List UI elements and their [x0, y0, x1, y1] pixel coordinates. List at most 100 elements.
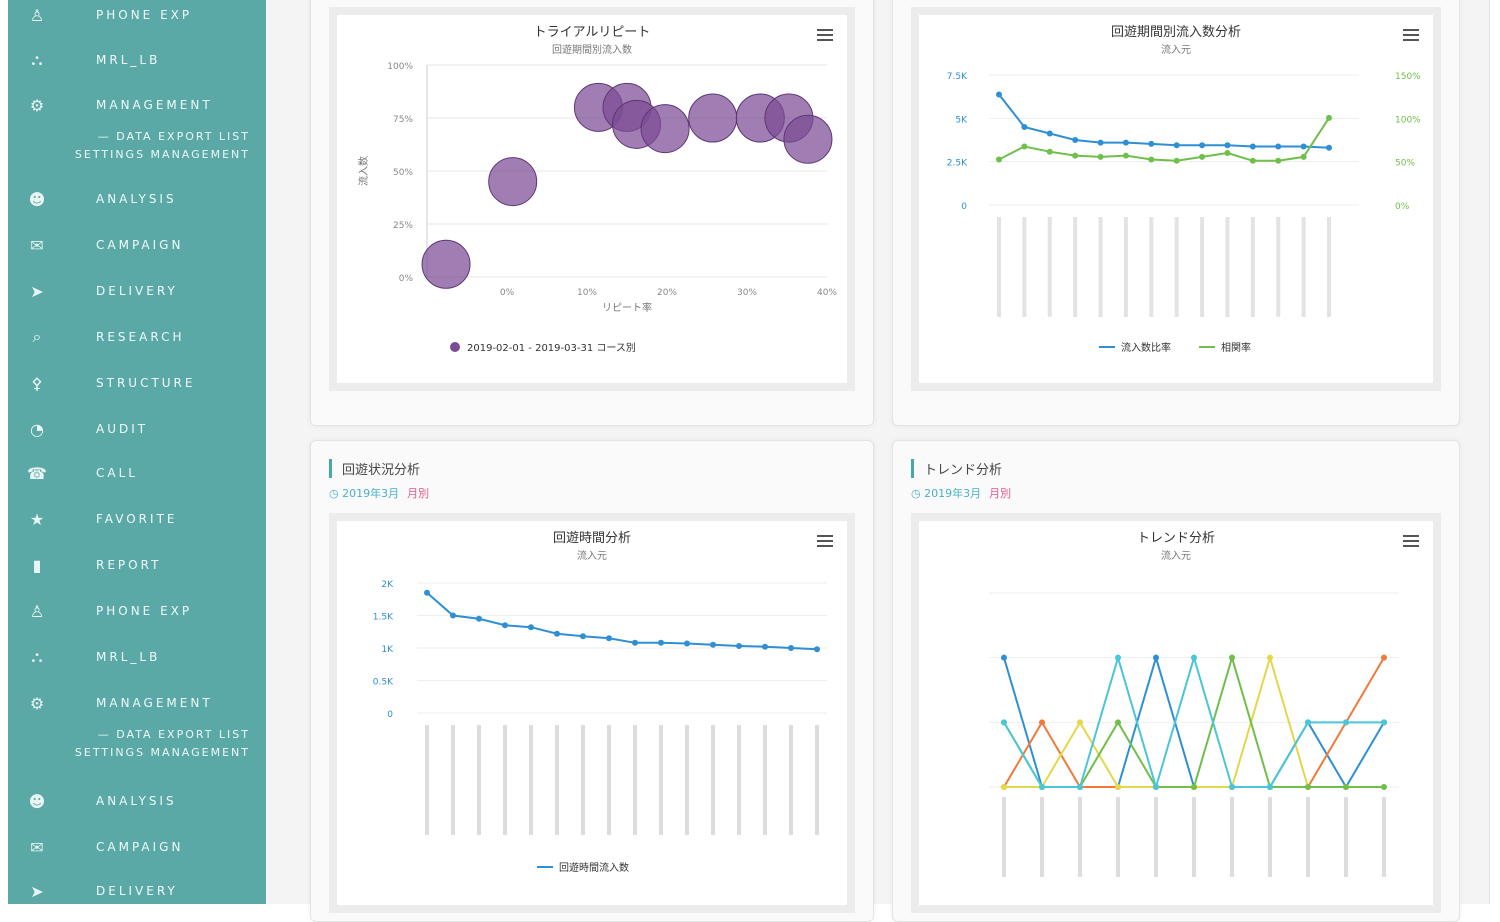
data-point	[1249, 143, 1256, 150]
tag-icon: ⚙	[29, 95, 45, 115]
bubble-point	[488, 157, 538, 207]
y-tick-label: 0.5K	[373, 678, 394, 688]
x-tick-label	[1382, 797, 1386, 877]
data-point	[1305, 784, 1311, 790]
network-icon: ⛬	[31, 50, 43, 69]
x-axis-label: リピート率	[602, 301, 652, 314]
sidebar-item[interactable]: ♙ PHONE EXP	[8, 596, 266, 626]
sidebar-item[interactable]: ★ FAVORITE	[8, 504, 266, 534]
data-point	[1305, 719, 1311, 726]
sidebar-item[interactable]: ▮ REPORT	[8, 550, 266, 580]
sidebar-item[interactable]: ⚴ STRUCTURE	[8, 368, 266, 398]
data-point	[1046, 148, 1053, 155]
x-tick-label	[1078, 797, 1082, 877]
y-tick-label: 1.5K	[373, 613, 394, 623]
chart-card-trend: トレンド分析 流入元	[911, 513, 1441, 913]
data-point	[606, 635, 612, 642]
sidebar-item[interactable]: ☻ ANALYSIS	[8, 786, 266, 816]
panel-title: 回遊状況分析	[329, 459, 420, 478]
sidebar-item-label: MRL_LB	[96, 650, 161, 664]
y-tick-label-right: 100%	[1395, 115, 1421, 125]
data-point	[632, 639, 638, 646]
x-tick-label	[1174, 217, 1179, 317]
window-frame-right	[1489, 0, 1500, 904]
send-icon: ➤	[30, 881, 44, 901]
chart-menu-icon[interactable]	[817, 29, 833, 41]
data-point	[1021, 143, 1028, 150]
x-tick-label: 0%	[500, 288, 515, 298]
data-point	[502, 622, 508, 629]
period-mode-link[interactable]: 月別	[407, 487, 430, 500]
chart-menu-icon[interactable]	[1403, 29, 1419, 41]
data-point	[1224, 142, 1231, 149]
data-point	[1173, 157, 1180, 164]
data-point	[1039, 719, 1045, 726]
chart-icon: ◔	[30, 419, 44, 439]
sidebar-item-label: CAMPAIGN	[96, 840, 184, 854]
sitemap-icon: ⚴	[31, 373, 43, 393]
data-point	[1343, 784, 1349, 790]
search-icon: ⌕	[32, 327, 42, 346]
x-tick-label	[1276, 217, 1281, 317]
data-point	[1148, 140, 1155, 147]
x-tick-label	[1149, 217, 1154, 317]
data-point	[1077, 719, 1083, 726]
sidebar-item[interactable]: ⌕ RESEARCH	[8, 322, 266, 352]
legend-label: 相関率	[1221, 341, 1251, 354]
x-tick-label	[1002, 797, 1006, 877]
sidebar-item-label: PHONE EXP	[96, 8, 193, 22]
data-point	[450, 612, 456, 619]
sidebar-item-label: MANAGEMENT	[96, 98, 213, 112]
series-line	[998, 117, 1330, 162]
sidebar-item-label: SETTINGS MANAGEMENT	[74, 148, 250, 161]
data-point	[1191, 784, 1197, 790]
sidebar-item-wrapped[interactable]: — DATA EXPORT LIST SETTINGS MANAGEMENT	[36, 128, 250, 164]
data-point	[1381, 784, 1387, 790]
sidebar-item-label: ANALYSIS	[96, 794, 177, 808]
sidebar-item-label: PHONE EXP	[96, 604, 193, 618]
sidebar: ♙ PHONE EXP ⛬ MRL_LB ⚙ MANAGEMENT ☻ ANALYSIS ✉ CA…	[8, 0, 266, 904]
sidebar-item[interactable]: ☻ ANALYSIS	[8, 184, 266, 214]
data-point	[1115, 784, 1121, 790]
sidebar-item-wrapped[interactable]: — DATA EXPORT LIST SETTINGS MANAGEMENT	[36, 726, 250, 762]
legend-marker	[450, 342, 460, 352]
y-tick-label: 0%	[399, 274, 414, 284]
y-tick-label-right: 150%	[1395, 72, 1421, 82]
x-tick-label	[1230, 797, 1234, 877]
sidebar-item[interactable]: ⛬ MRL_LB	[8, 45, 266, 75]
period-icon: ◷	[329, 487, 343, 500]
data-point	[710, 641, 716, 648]
x-tick-label	[997, 217, 1001, 317]
sidebar-item[interactable]: ➤ DELIVERY	[8, 276, 266, 306]
data-point	[1275, 157, 1282, 164]
y-tick-label: 25%	[393, 221, 413, 231]
sidebar-item[interactable]: ⛬ MRL_LB	[8, 642, 266, 672]
data-point	[1046, 130, 1053, 137]
sidebar-item[interactable]: ✉ CAMPAIGN	[8, 832, 266, 862]
sidebar-item[interactable]: ⚙ MANAGEMENT	[8, 90, 266, 120]
data-point	[1001, 654, 1007, 661]
data-point	[762, 643, 768, 650]
x-tick-label	[1200, 217, 1205, 317]
chart-card-bubble: トライアルリピート 回遊期間別流入数 0% 25% 50% 75% 100% 0% 10% 2…	[329, 7, 855, 391]
chart-menu-icon[interactable]	[817, 535, 833, 547]
sidebar-item[interactable]: ♙ PHONE EXP	[8, 0, 266, 30]
data-point	[1072, 152, 1079, 159]
x-tick-label	[1116, 797, 1120, 877]
data-point	[1072, 137, 1079, 143]
sidebar-item[interactable]: ✉ CAMPAIGN	[8, 230, 266, 260]
period-text: 2019年3月	[342, 487, 400, 500]
chart-menu-icon[interactable]	[1403, 535, 1419, 547]
panel-visit-time: 回遊状況分析 ◷ 2019年3月 月別 回遊時間分析 流入元 0 0.5K 1K 1.5…	[310, 440, 874, 922]
y-tick-label-right: 0%	[1395, 202, 1410, 212]
x-tick-label	[685, 725, 689, 835]
period-mode-link[interactable]: 月別	[989, 487, 1012, 500]
sidebar-item[interactable]: ◔ AUDIT	[8, 414, 266, 444]
sidebar-item-label: DELIVERY	[96, 284, 178, 298]
bubble-point	[421, 239, 471, 289]
sidebar-item[interactable]: ⚙ MANAGEMENT	[8, 688, 266, 718]
x-tick-label	[1098, 217, 1103, 317]
sidebar-item[interactable]: ☎ CALL	[8, 458, 266, 488]
sidebar-item[interactable]: ➤ DELIVERY	[8, 876, 266, 904]
data-point	[658, 639, 664, 646]
